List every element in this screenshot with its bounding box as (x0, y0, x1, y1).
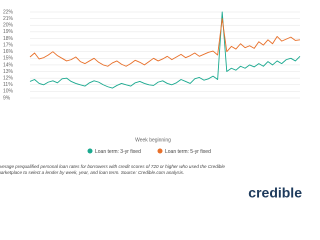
y-tick-label: 18% (3, 36, 14, 42)
legend-label: Loan term: 5-yr fixed (165, 149, 211, 155)
y-tick-label: 16% (3, 49, 14, 55)
series-line (29, 11, 301, 89)
y-tick-label: 19% (3, 29, 14, 35)
brand-logo: credible (248, 185, 302, 201)
y-tick-label: 17% (3, 42, 14, 48)
series-line (29, 18, 301, 67)
x-axis-label: Week beginning (135, 137, 171, 143)
y-tick-label: 13% (3, 69, 14, 75)
y-tick-label: 10% (3, 89, 14, 95)
legend-swatch (87, 148, 93, 154)
y-tick-label: 9% (3, 95, 11, 101)
legend-label: Loan term: 3-yr fixed (95, 149, 141, 155)
y-tick-label: 15% (3, 56, 14, 62)
page: {"chart_data":{"type":"line", "x_label":… (0, 9, 303, 201)
y-tick-label: 11% (3, 82, 13, 88)
caption: Average prequalified personal loan rates… (0, 164, 225, 175)
y-tick-label: 21% (3, 16, 14, 22)
legend-swatch (157, 148, 163, 154)
y-tick-label: 20% (3, 23, 14, 29)
chart: Week beginning credible 9%10%11%12%13%14… (3, 9, 302, 201)
y-tick-label: 22% (3, 9, 14, 15)
y-tick-label: 12% (3, 75, 14, 81)
y-tick-label: 14% (3, 62, 14, 68)
